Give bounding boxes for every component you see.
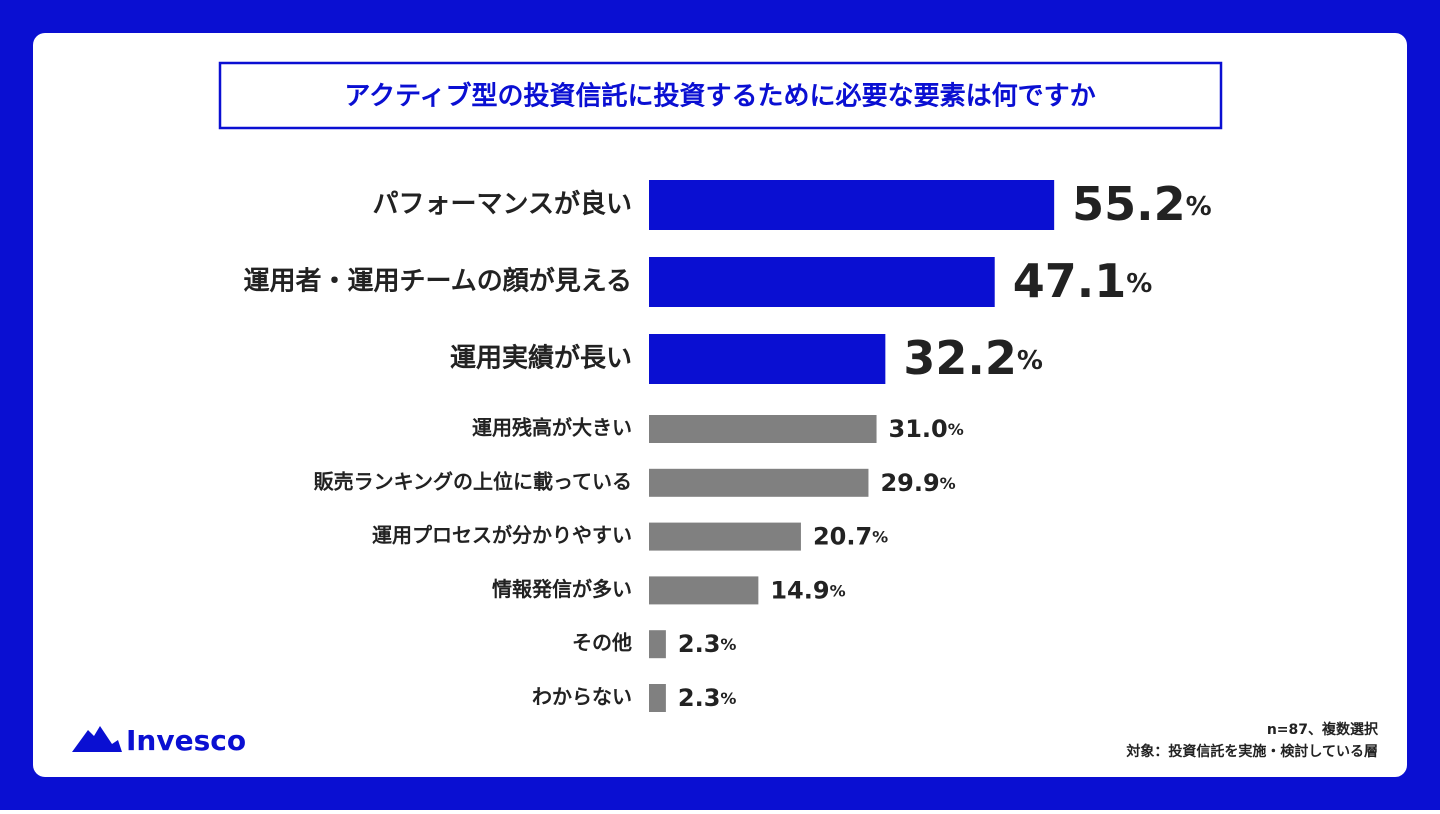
value-label: 31.0 <box>889 415 948 443</box>
unit: % <box>940 473 956 492</box>
panel <box>33 33 1407 777</box>
unit: % <box>1186 192 1212 222</box>
category-label: その他 <box>572 631 632 655</box>
bar <box>649 415 877 443</box>
unit: % <box>720 635 736 654</box>
logo: Invesco <box>126 724 246 757</box>
value-label: 55.2 <box>1072 177 1186 231</box>
value-label: 32.2 <box>903 331 1017 385</box>
value-label-group: 29.9% <box>880 469 955 497</box>
bar <box>649 522 801 551</box>
title-box <box>218 61 1223 130</box>
bar <box>649 468 869 497</box>
category-label: わからない <box>532 685 632 709</box>
value-label: 2.3 <box>678 630 721 658</box>
value-label-group: 2.3% <box>678 630 737 658</box>
category-label: 販売ランキングの上位に載っている <box>314 469 632 493</box>
unit: % <box>720 689 736 708</box>
value-label-group: 32.2% <box>903 331 1043 385</box>
note: n=87、複数選択 <box>1267 721 1379 738</box>
value-label-group: 55.2% <box>1072 177 1212 231</box>
category-label: 運用者・運用チームの顔が見える <box>244 266 632 297</box>
chart-title: アクティブ型の投資信託に投資するために必要な要素は何ですか <box>344 81 1095 112</box>
value-label-group: 47.1% <box>1013 254 1153 308</box>
note: 対象：投資信託を実施・検討している層 <box>1125 743 1378 760</box>
category-label: パフォーマンスが良い <box>373 189 632 220</box>
value-label: 47.1 <box>1013 254 1127 308</box>
value-label-group: 2.3% <box>678 684 737 712</box>
bar <box>649 257 995 307</box>
value-label: 29.9 <box>880 469 939 497</box>
category-label: 運用プロセスが分かりやすい <box>372 523 632 547</box>
unit: % <box>1126 269 1152 299</box>
value-label: 2.3 <box>678 684 721 712</box>
value-label: 20.7 <box>813 523 872 551</box>
value-label-group: 31.0% <box>889 415 964 443</box>
bar <box>649 180 1055 230</box>
value-label-group: 14.9% <box>770 576 845 604</box>
bar <box>649 576 759 605</box>
value-label-group: 20.7% <box>813 523 888 551</box>
plot: パフォーマンスが良い 55.2% 運用者・運用チームの顔が見える 47.1% 運用実績が… <box>244 177 1212 712</box>
category-label: 運用残高が大きい <box>472 416 632 440</box>
bar <box>649 684 666 712</box>
unit: % <box>1017 346 1043 376</box>
unit: % <box>830 581 846 600</box>
logo-icon <box>72 726 122 752</box>
bar <box>649 630 666 659</box>
unit: % <box>948 420 964 439</box>
unit: % <box>872 527 888 546</box>
category-label: 運用実績が長い <box>450 343 632 374</box>
bar <box>649 334 886 384</box>
value-label: 14.9 <box>770 576 829 604</box>
category-label: 情報発信が多い <box>492 577 632 601</box>
